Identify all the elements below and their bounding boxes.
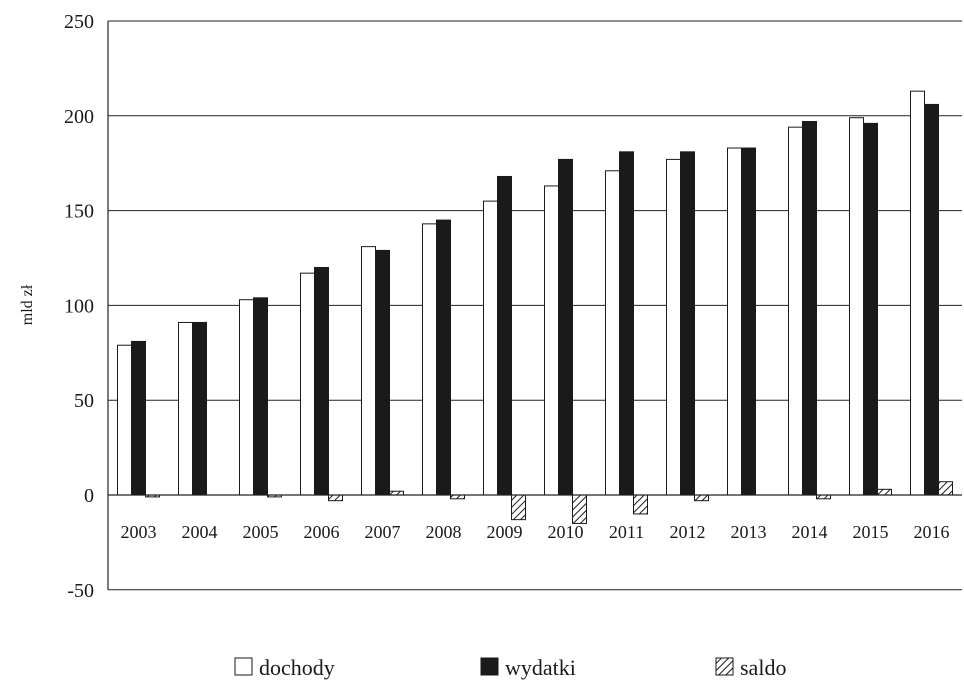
legend: dochody wydatki saldo [234, 655, 786, 680]
x-tick-label: 2008 [426, 522, 462, 542]
x-tick-label: 2011 [609, 522, 644, 542]
dochody-bar [666, 158, 681, 496]
y-tick-label: 150 [64, 201, 94, 223]
x-tick-label: 2015 [853, 522, 889, 542]
tick-labels: -50 0 50 100 150 200 250 2003 2004 2005 2006 2007 20… [64, 11, 950, 602]
dochody-bar [422, 223, 437, 496]
wydatki-bar [497, 175, 512, 496]
x-tick-label: 2014 [792, 522, 828, 542]
bars [117, 90, 953, 524]
wydatki-bar [680, 151, 695, 496]
saldo-bar [877, 488, 892, 496]
dochody-bar [727, 147, 742, 496]
wydatki-bar [131, 340, 146, 496]
y-tick-label: 200 [64, 106, 94, 128]
saldo-bar [572, 494, 587, 524]
wydatki-bar [314, 266, 329, 496]
saldo-bar [633, 494, 648, 515]
saldo-bar [694, 494, 709, 502]
x-tick-label: 2009 [487, 522, 523, 542]
dochody-bar [361, 246, 376, 496]
x-tick-label: 2007 [365, 522, 401, 542]
legend-swatch-dochody [234, 657, 253, 676]
saldo-bar [511, 494, 526, 521]
wydatki-bar [924, 103, 939, 496]
wydatki-bar [253, 297, 268, 496]
wydatki-bar [436, 219, 451, 496]
legend-label-saldo: saldo [740, 655, 786, 680]
x-tick-label: 2003 [121, 522, 157, 542]
dochody-bar [239, 299, 254, 496]
saldo-bar [328, 494, 343, 502]
dochody-bar [544, 185, 559, 496]
wydatki-bar [558, 158, 573, 496]
x-tick-label: 2004 [182, 522, 218, 542]
wydatki-bar [192, 321, 207, 496]
x-tick-label: 2010 [548, 522, 584, 542]
wydatki-bar [863, 122, 878, 496]
dochody-bar [117, 344, 132, 496]
x-tick-label: 2006 [304, 522, 340, 542]
dochody-bar [849, 117, 864, 496]
wydatki-bar [741, 147, 756, 496]
dochody-bar [910, 90, 925, 496]
x-tick-label: 2016 [914, 522, 950, 542]
saldo-bar [938, 481, 953, 496]
dochody-bar [788, 126, 803, 496]
y-axis-label: mld zł [19, 284, 36, 325]
x-tick-label: 2012 [670, 522, 706, 542]
y-tick-label: 0 [84, 485, 94, 507]
legend-label-dochody: dochody [259, 655, 335, 680]
y-tick-label: 250 [64, 11, 94, 33]
legend-label-wydatki: wydatki [505, 655, 576, 680]
dochody-bar [178, 321, 193, 496]
wydatki-bar [375, 249, 390, 496]
legend-swatch-saldo [715, 657, 734, 676]
dochody-bar [605, 170, 620, 496]
dochody-bar [300, 272, 315, 496]
legend-swatch-wydatki [480, 657, 499, 676]
x-tick-label: 2013 [731, 522, 767, 542]
gridlines [108, 20, 962, 591]
y-tick-label: 100 [64, 295, 94, 317]
y-tick-label: 50 [74, 390, 94, 412]
dochody-bar [483, 200, 498, 496]
x-tick-label: 2005 [243, 522, 279, 542]
y-tick-label: -50 [67, 580, 94, 602]
wydatki-bar [802, 120, 817, 496]
wydatki-bar [619, 151, 634, 496]
axes [107, 21, 962, 590]
